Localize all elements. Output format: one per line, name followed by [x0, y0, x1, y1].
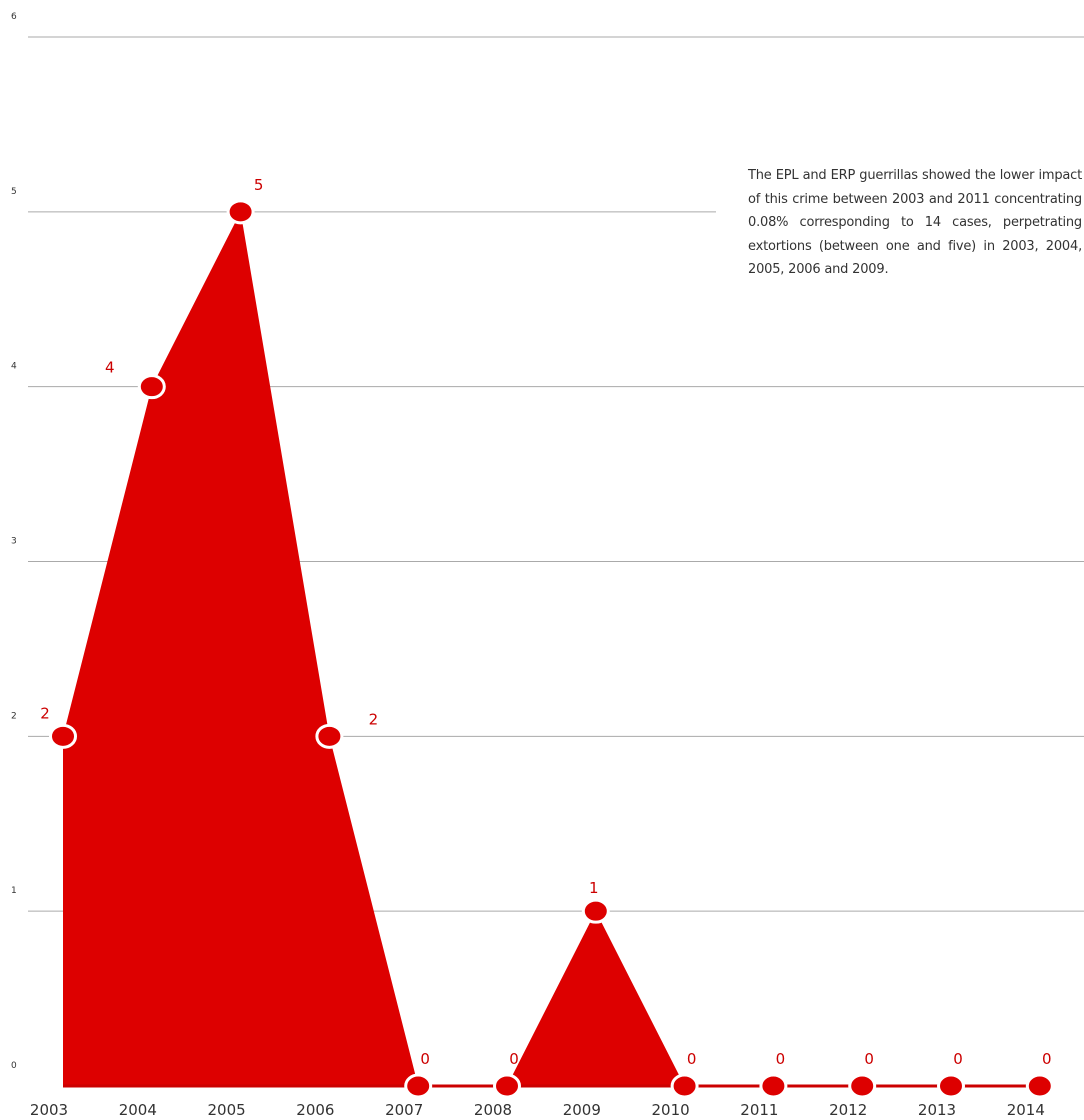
data-point-2005	[226, 199, 255, 225]
x-tick-2006: 2006	[296, 1101, 334, 1119]
data-point-2012	[848, 1073, 877, 1099]
x-axis-ticks: 2003 2004 2005 2006 2007 2008 2009 2010 2011 2012…	[30, 1101, 1045, 1119]
y-tick-label: 6	[11, 12, 17, 22]
y-tick-label: 0	[11, 1061, 17, 1071]
data-label-2010: 0	[687, 1050, 697, 1068]
data-label-2006: 2	[369, 710, 379, 728]
data-point-2010	[670, 1073, 699, 1099]
data-labels: 2 4 5 2 0 0 1 0 0 0 0 0	[40, 176, 1051, 1068]
data-point-2011	[759, 1073, 788, 1099]
data-label-2007: 0	[420, 1050, 430, 1068]
x-tick-2013: 2013	[918, 1101, 956, 1119]
x-tick-2009: 2009	[563, 1101, 601, 1119]
y-tick-label: 5	[11, 187, 17, 197]
x-tick-2004: 2004	[119, 1101, 157, 1119]
data-label-2005: 5	[254, 176, 264, 194]
data-point-2014	[1025, 1073, 1054, 1099]
x-tick-2011: 2011	[740, 1101, 778, 1119]
data-label-2012: 0	[864, 1050, 874, 1068]
data-label-2003: 2	[40, 704, 50, 722]
data-label-2004: 4	[105, 359, 115, 377]
data-label-2011: 0	[776, 1050, 786, 1068]
data-label-2009: 1	[589, 879, 599, 897]
data-point-2008	[493, 1073, 521, 1099]
data-point-2006	[315, 723, 344, 749]
area-series	[63, 211, 1040, 1088]
x-tick-2007: 2007	[385, 1101, 423, 1119]
data-label-2008: 0	[509, 1050, 519, 1068]
data-point-2013	[937, 1073, 965, 1099]
x-tick-2012: 2012	[829, 1101, 867, 1119]
data-point-2009	[581, 898, 610, 924]
x-tick-2014: 2014	[1007, 1101, 1045, 1119]
x-tick-2010: 2010	[652, 1101, 690, 1119]
y-tick-label: 4	[11, 362, 17, 372]
data-markers	[49, 199, 1054, 1099]
area-fill	[63, 211, 1040, 1087]
chart-annotation: The EPL and ERP guerrillas showed the lo…	[748, 168, 1082, 277]
x-tick-2005: 2005	[208, 1101, 246, 1119]
x-tick-2008: 2008	[474, 1101, 512, 1119]
y-tick-label: 1	[11, 886, 17, 896]
y-tick-label: 2	[11, 711, 17, 721]
data-label-2013: 0	[953, 1050, 963, 1068]
data-label-2014: 0	[1042, 1050, 1052, 1068]
x-tick-2003: 2003	[30, 1101, 68, 1119]
data-point-2007	[404, 1073, 433, 1099]
data-point-2004	[137, 374, 166, 400]
y-tick-label: 3	[11, 537, 17, 547]
data-point-2003	[49, 723, 77, 749]
y-axis-ticks: 0 1 2 3 4 5 6	[11, 12, 17, 1071]
